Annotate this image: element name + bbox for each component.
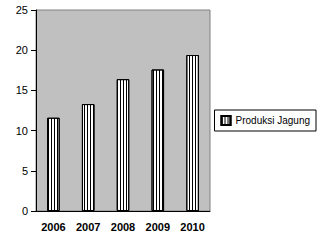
svg-text:2006: 2006 (41, 221, 65, 233)
svg-text:15: 15 (16, 84, 28, 96)
svg-text:2007: 2007 (76, 221, 100, 233)
svg-text:2010: 2010 (180, 221, 204, 233)
svg-text:2009: 2009 (146, 221, 170, 233)
svg-text:Produksi Jagung: Produksi Jagung (236, 115, 311, 126)
svg-text:25: 25 (16, 4, 28, 16)
svg-text:10: 10 (16, 125, 28, 137)
svg-text:2008: 2008 (111, 221, 135, 233)
svg-text:5: 5 (22, 165, 28, 177)
svg-text:20: 20 (16, 44, 28, 56)
svg-text:0: 0 (22, 205, 28, 217)
